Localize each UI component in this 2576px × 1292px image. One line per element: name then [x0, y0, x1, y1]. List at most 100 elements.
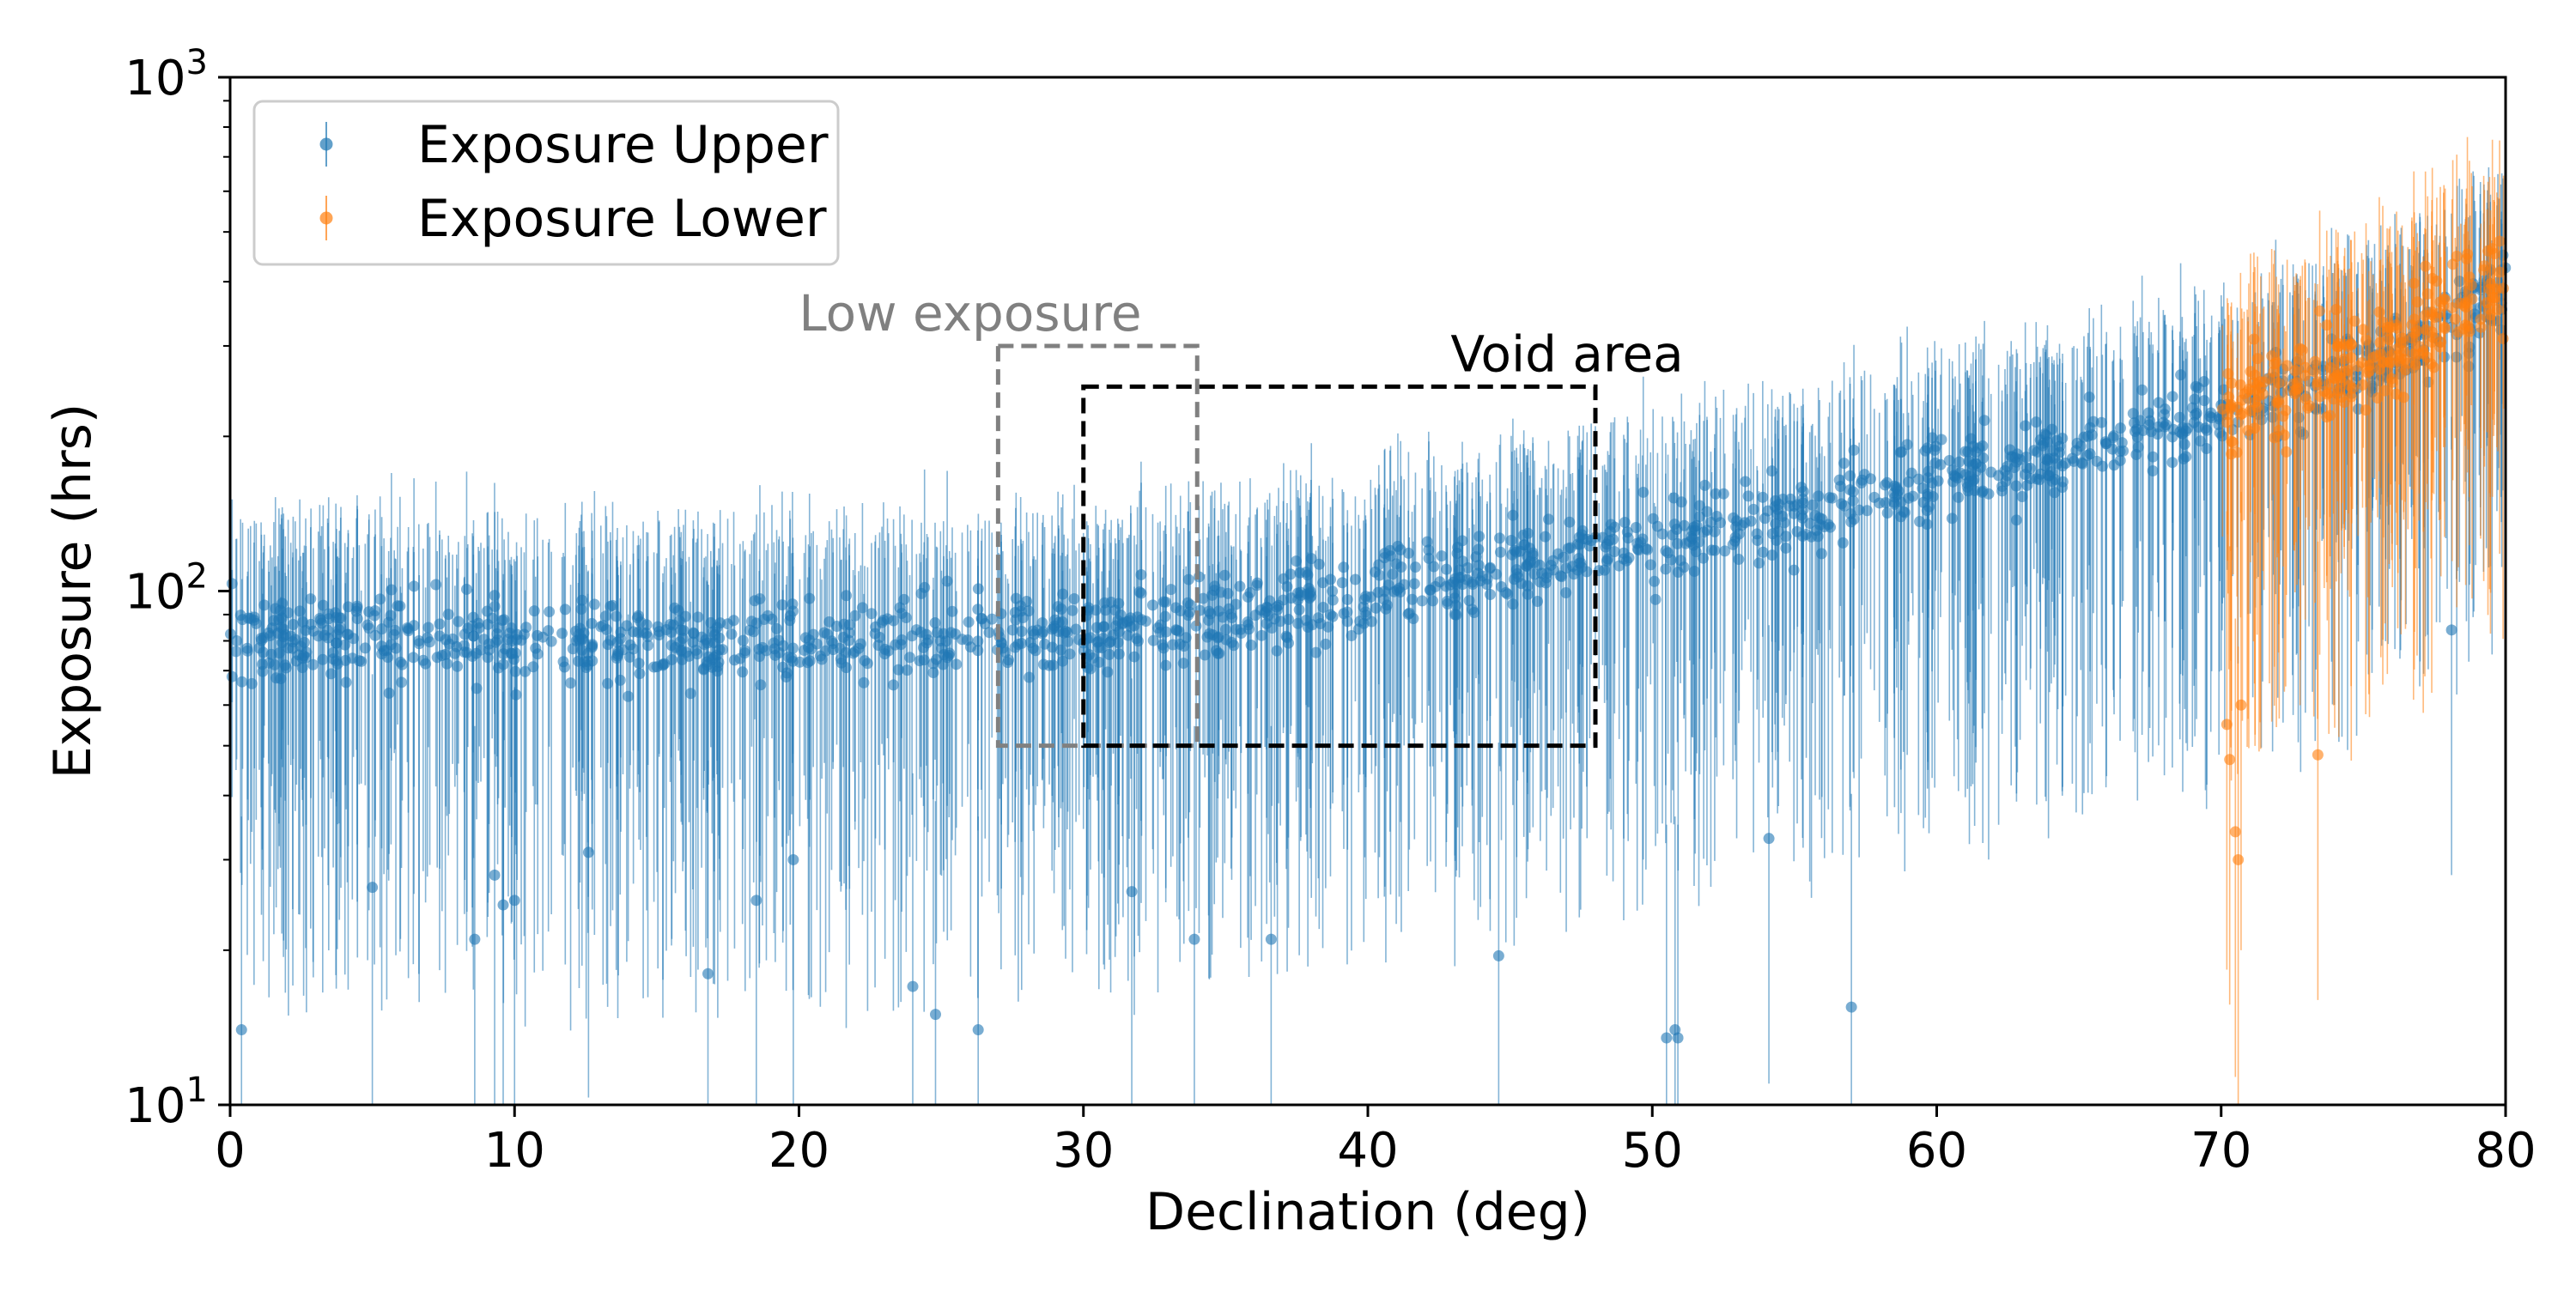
data-point [1146, 599, 1158, 611]
data-point [1222, 587, 1234, 599]
data-point [489, 600, 501, 612]
data-point [258, 646, 270, 658]
data-point [1407, 613, 1419, 625]
y-tick-label: 103 [125, 43, 208, 106]
data-point [2419, 310, 2431, 322]
data-point [2459, 319, 2471, 331]
data-point [1203, 614, 1215, 626]
x-tick-label: 20 [769, 1123, 829, 1179]
data-point [914, 655, 926, 667]
data-point [1261, 617, 1273, 629]
data-point [1502, 588, 1514, 600]
data-point [2460, 252, 2472, 264]
data-point [2309, 355, 2321, 367]
data-point [702, 967, 714, 980]
data-point [717, 644, 729, 656]
data-point [1028, 628, 1040, 640]
data-point [2324, 387, 2336, 399]
data-point [1947, 476, 1959, 488]
data-point [2402, 357, 2414, 369]
data-point [383, 687, 395, 699]
data-point [1742, 490, 1754, 502]
data-point [1967, 459, 1979, 471]
data-point [2327, 373, 2339, 385]
data-point [1618, 553, 1630, 565]
void-area-box [1081, 384, 1598, 749]
data-point [322, 632, 334, 644]
data-point [1709, 525, 1721, 537]
data-point [894, 602, 906, 614]
data-point [1844, 484, 1856, 496]
data-point [1165, 584, 1177, 596]
data-point [1382, 579, 1394, 591]
data-point [771, 622, 783, 634]
data-point [737, 634, 749, 646]
data-point [231, 634, 243, 646]
x-axis: 0 10 20 30 40 50 60 70 80 [215, 1105, 2537, 1179]
data-point [1943, 454, 1955, 466]
data-point [1492, 949, 1504, 961]
data-point [1710, 510, 1722, 522]
data-point [1100, 604, 1112, 616]
data-point [353, 655, 365, 667]
data-point [858, 676, 870, 688]
data-point [1834, 481, 1846, 493]
data-point [700, 634, 712, 646]
data-point [1762, 505, 1774, 517]
data-point [814, 650, 826, 662]
data-point [1182, 610, 1194, 622]
data-point [2269, 358, 2281, 370]
data-point [1047, 659, 1059, 671]
data-point [2314, 305, 2326, 317]
data-point [1838, 500, 1850, 512]
data-point [1527, 547, 1539, 559]
data-point [1923, 500, 1935, 513]
data-point [300, 652, 312, 664]
data-point [1225, 608, 1237, 620]
data-point [2002, 470, 2014, 482]
data-point [2025, 473, 2037, 485]
data-point [946, 605, 958, 617]
data-point [2136, 384, 2148, 396]
data-point [462, 622, 474, 634]
data-point [1534, 559, 1546, 571]
data-point [342, 628, 354, 640]
data-point [1054, 644, 1066, 656]
data-point [2159, 409, 2171, 421]
data-point [849, 610, 861, 622]
data-point [1358, 593, 1370, 605]
data-point [1576, 529, 1588, 541]
data-point [1778, 517, 1790, 529]
data-point [1109, 604, 1121, 616]
data-point [927, 666, 939, 678]
data-point [588, 598, 600, 610]
data-point [367, 882, 379, 894]
data-point [2391, 388, 2403, 400]
data-point [2273, 377, 2285, 389]
data-point [2076, 458, 2088, 470]
data-point [1540, 572, 1552, 584]
data-point [2235, 699, 2247, 711]
data-point [1752, 534, 1764, 546]
data-point [1912, 473, 1924, 485]
data-point [1731, 515, 1743, 527]
x-tick-label: 60 [1906, 1123, 1967, 1179]
data-point [2106, 443, 2118, 455]
data-point [1491, 568, 1503, 580]
data-point [489, 869, 501, 881]
data-point [1575, 557, 1587, 569]
data-point [1665, 554, 1677, 566]
data-point [1729, 535, 1741, 547]
data-point [1953, 456, 1965, 468]
data-point [1560, 587, 1572, 599]
data-point [1300, 567, 1312, 579]
data-point [1097, 621, 1109, 633]
data-point [834, 642, 846, 654]
data-point [750, 895, 762, 907]
data-point [1747, 503, 1759, 515]
data-point [1454, 564, 1466, 576]
data-point [2127, 408, 2139, 420]
data-point [440, 648, 452, 660]
data-point [635, 616, 647, 628]
data-point [2028, 445, 2040, 457]
